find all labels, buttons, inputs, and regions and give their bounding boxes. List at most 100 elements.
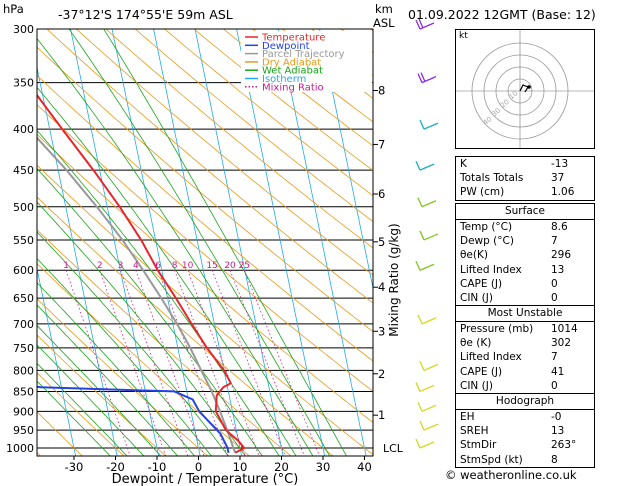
mixing-ratio-label: 8	[172, 261, 178, 271]
index-row: K -13	[456, 157, 594, 171]
dry-adiabat-line	[37, 229, 292, 456]
wind-barb-staff	[421, 317, 437, 325]
hodograph-ring-label: 10	[508, 89, 520, 101]
wind-barb-flag	[417, 73, 423, 83]
datetime-title: 01.09.2022 12GMT (Base: 12)	[408, 7, 596, 22]
pressure-tick-label: 700	[13, 318, 34, 331]
most-unstable-title: Most Unstable	[456, 306, 594, 322]
wind-barb-flag	[415, 260, 421, 271]
wind-barb-flag	[417, 314, 423, 325]
mixing-ratio-label: 25	[239, 261, 250, 271]
wet-adiabat-line	[37, 304, 179, 456]
wind-barb	[415, 438, 435, 449]
surface-value: 8.6	[551, 221, 568, 233]
surface-title: Surface	[456, 204, 594, 220]
wind-barb-staff	[419, 163, 435, 171]
surface-box: Surface Temp (°C) 8.6 Dewp (°C) 7 θe(K) 296 Li…	[455, 203, 595, 307]
mixing-ratio-line	[187, 270, 260, 456]
mixing-ratio-label: 20	[224, 261, 236, 271]
x-tick-label: 0	[195, 460, 202, 474]
isotherm-line	[70, 29, 160, 456]
km-tick-label: 5	[378, 235, 385, 249]
isotherm-line	[37, 266, 77, 456]
most-unstable-row: CIN (J) 0	[456, 379, 594, 393]
pressure-tick-label: 800	[13, 364, 34, 377]
hodograph-trace	[519, 84, 529, 93]
km-tick-label: 2	[378, 367, 385, 381]
dry-adiabat-line	[37, 46, 373, 333]
mixing-ratio-label: 15	[206, 261, 217, 271]
hodograph-param-row: StmSpd (kt) 8	[456, 453, 594, 467]
wind-barb-flag	[419, 119, 425, 130]
mixing-ratio-line	[135, 270, 205, 456]
wet-adiabat-line	[37, 324, 162, 456]
wind-barb-flag	[419, 420, 425, 431]
dry-adiabat-line	[37, 411, 83, 456]
wet-adiabat-line	[37, 258, 212, 456]
wind-barb	[415, 18, 435, 30]
dry-adiabat-line	[193, 29, 373, 172]
index-label: K	[460, 158, 467, 170]
surface-row: Lifted Index 13	[456, 263, 594, 277]
mixing-ratio-line	[120, 270, 189, 456]
surface-label: CIN (J)	[460, 291, 493, 304]
pressure-tick-label: 450	[13, 164, 34, 177]
dry-adiabat-line	[37, 263, 251, 456]
wind-barb-flag	[415, 438, 421, 449]
pressure-tick-label: 300	[13, 23, 34, 36]
surface-label: θe(K)	[460, 249, 488, 262]
most-unstable-label: CIN (J)	[460, 379, 493, 392]
mixing-ratio-line	[211, 270, 286, 456]
hodograph-storm-motion	[527, 85, 531, 89]
surface-label: Temp (°C)	[460, 221, 513, 233]
mixing-ratio-line	[243, 270, 320, 456]
pressure-tick-label: 750	[13, 342, 34, 355]
wet-adiabat-line	[103, 29, 347, 456]
index-label: Totals Totals	[460, 172, 524, 185]
pressure-tick-label: 900	[13, 405, 34, 418]
wet-adiabat-line	[37, 201, 246, 456]
wind-barb-flag	[420, 72, 426, 82]
x-tick-label: -30	[65, 460, 84, 474]
wind-barb-staff	[419, 384, 435, 393]
hodograph-param-value: 263°	[551, 439, 577, 452]
wind-barb-staff	[419, 263, 435, 271]
km-tick-label: 1	[378, 408, 385, 422]
wind-barb	[417, 314, 437, 325]
dry-adiabat-line	[37, 196, 334, 456]
wind-barb	[419, 361, 439, 371]
dry-adiabat-line	[37, 298, 209, 456]
dry-adiabat-line	[37, 164, 373, 456]
asl-label: ASL	[373, 16, 395, 30]
wind-barb-flag	[418, 18, 424, 29]
pressure-tick-label: 950	[13, 424, 34, 437]
hodograph-panel: kt 10 20 30 40	[455, 29, 595, 149]
hodograph-ring-label: 30	[490, 107, 502, 119]
x-tick-label: -10	[148, 460, 167, 474]
lcl-label: LCL	[383, 442, 404, 455]
hodograph-ring-label: 20	[499, 98, 511, 110]
x-tick-label: 40	[357, 460, 372, 474]
wind-barb	[419, 420, 439, 431]
hodograph-params-title: Hodograph	[456, 394, 594, 410]
wind-barb	[415, 160, 435, 171]
dry-adiabat-line	[105, 29, 373, 249]
mixing-ratio-label: 2	[97, 261, 103, 271]
hodograph-kt-label: kt	[459, 31, 468, 41]
dry-adiabat-line	[46, 29, 373, 304]
wind-barb-staff	[423, 363, 439, 371]
index-label: PW (cm)	[460, 186, 505, 199]
wind-barb	[419, 230, 439, 241]
wind-barb-flag	[415, 19, 421, 30]
hodograph-param-label: SREH	[460, 425, 489, 438]
parcel-trajectory-profile	[37, 136, 237, 454]
surface-label: Dewp (°C)	[460, 235, 514, 248]
wind-barb-flag	[419, 230, 425, 241]
dry-adiabat-line	[37, 75, 373, 362]
km-tick-label: 6	[378, 187, 385, 201]
wind-barb-staff	[419, 441, 435, 449]
mixing-ratio-label: 1	[63, 261, 69, 271]
legend-background	[241, 31, 372, 92]
legend-label: Isotherm	[262, 74, 306, 85]
